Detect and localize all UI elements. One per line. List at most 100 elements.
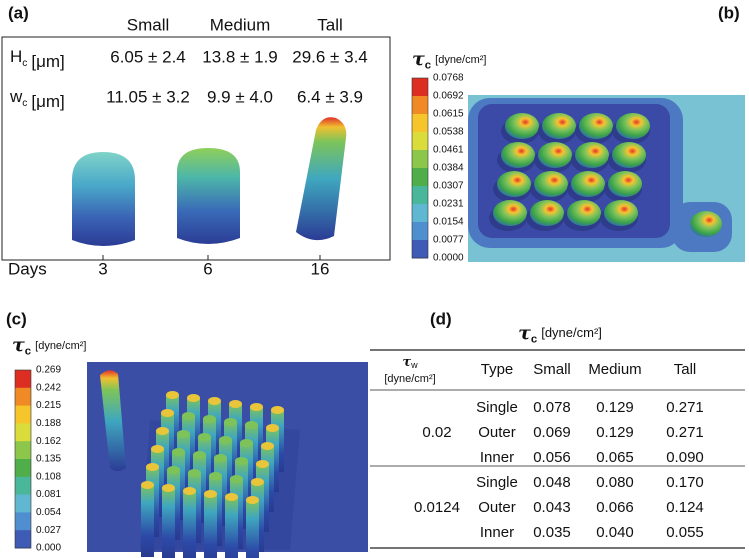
dome	[567, 200, 601, 226]
colorbar-segment	[412, 168, 428, 187]
pillar-tall	[296, 117, 347, 241]
dome	[616, 113, 650, 139]
colorbar-segment	[15, 387, 31, 407]
pillar-top	[198, 433, 211, 441]
pillar	[204, 494, 217, 558]
pillar-top	[146, 463, 159, 471]
column-header: Small	[127, 15, 170, 34]
colorbar-segment	[15, 459, 31, 478]
row-label: wc [μm]	[9, 87, 65, 111]
colorbar-segment	[15, 494, 31, 513]
colorbar-tick: 0.054	[36, 507, 61, 518]
pillar-top	[261, 442, 274, 450]
table-title: τc [dyne/cm²]	[518, 322, 602, 346]
panel-label: (d)	[430, 309, 452, 328]
dome	[571, 171, 605, 197]
pillar	[225, 497, 238, 558]
dome	[505, 113, 539, 139]
pillar-lone	[100, 370, 126, 471]
dome	[575, 142, 609, 168]
pillar-top	[230, 475, 243, 483]
pillar-top	[161, 409, 174, 417]
cell-value: 0.069	[533, 424, 571, 441]
cell-value: 0.090	[666, 449, 704, 466]
colorbar-tick: 0.0077	[433, 235, 464, 246]
colorbar-segment	[15, 512, 31, 531]
colorbar-title: τc [dyne/cm²]	[412, 48, 487, 72]
colorbar-tick: 0.0000	[433, 253, 464, 264]
colorbar-tick: 0.0538	[433, 127, 464, 138]
pillar	[162, 488, 175, 558]
colorbar-tick: 0.000	[36, 543, 61, 554]
measurement: 11.05 ± 3.2	[106, 87, 190, 106]
unit: [μm]	[31, 93, 64, 112]
panel-label: (c)	[6, 309, 27, 328]
cell-value: 0.040	[596, 524, 634, 541]
tau-w-value: 0.0124	[414, 499, 460, 516]
measurement: 29.6 ± 3.4	[292, 47, 368, 66]
illustrations	[1, 36, 745, 558]
pillar-top	[209, 472, 222, 480]
symbol: τ	[402, 355, 411, 370]
cell-value: 0.129	[596, 424, 634, 441]
panel-label: (b)	[718, 3, 740, 22]
cell-value: 0.080	[596, 474, 634, 491]
column-header: Medium	[210, 15, 270, 34]
cell-value: 0.271	[666, 399, 704, 416]
cell-value: 0.056	[533, 449, 571, 466]
pillar-top	[250, 403, 263, 411]
dome	[534, 171, 568, 197]
column-header: Tall	[674, 361, 697, 378]
row-type: Inner	[480, 524, 514, 541]
colorbar-tick: 0.0384	[433, 163, 464, 174]
pillar-top	[214, 454, 227, 462]
header-tau-w: τw	[402, 355, 418, 371]
cell-value: 0.065	[596, 449, 634, 466]
panel-label: (a)	[8, 3, 29, 22]
colorbar-segment	[412, 132, 428, 151]
pillar-top	[219, 436, 232, 444]
colorbar-segment	[15, 476, 31, 496]
column-header: Medium	[588, 361, 641, 378]
colorbar-tick: 0.269	[36, 365, 61, 376]
pillar-top	[183, 487, 196, 495]
column-header: Type	[481, 361, 514, 378]
measurement: 9.9 ± 4.0	[207, 87, 273, 106]
dome	[608, 171, 642, 197]
pillar-top	[208, 397, 221, 405]
symbol: w	[9, 87, 23, 106]
colorbar-tick: 0.081	[36, 489, 61, 500]
pillar-top	[203, 415, 216, 423]
header-unit: [dyne/cm²]	[384, 373, 435, 385]
pillar-top	[225, 493, 238, 501]
subscript: c	[22, 58, 27, 69]
colorbar-tick: 0.0692	[433, 91, 464, 102]
colorbar-tick: 0.0615	[433, 109, 464, 120]
unit: [dyne/cm²]	[541, 325, 602, 340]
pillar-top	[224, 418, 237, 426]
dome	[542, 113, 576, 139]
cell-value: 0.043	[533, 499, 571, 516]
colorbar-tick: 0.215	[36, 400, 61, 411]
colorbar-segment	[412, 186, 428, 205]
colorbar-tick: 0.0154	[433, 217, 464, 228]
pillar-top	[177, 430, 190, 438]
colorbar-tick: 0.162	[36, 436, 61, 447]
colorbar-frame	[14, 369, 32, 549]
pillar	[183, 491, 196, 558]
pillar-top	[229, 400, 242, 408]
cell-value: 0.055	[666, 524, 704, 541]
colorbar-segment	[412, 78, 428, 97]
colorbar-segment	[15, 530, 31, 549]
day-label: 16	[311, 259, 330, 278]
colorbar-segment	[412, 150, 428, 169]
dome	[690, 211, 722, 237]
pillar-top	[251, 478, 264, 486]
colorbar-tick: 0.0768	[433, 73, 464, 84]
unit: [dyne/cm²]	[435, 54, 486, 66]
row-type: Single	[476, 399, 518, 416]
colorbar-frame	[411, 77, 429, 259]
cell-value: 0.124	[666, 499, 704, 516]
